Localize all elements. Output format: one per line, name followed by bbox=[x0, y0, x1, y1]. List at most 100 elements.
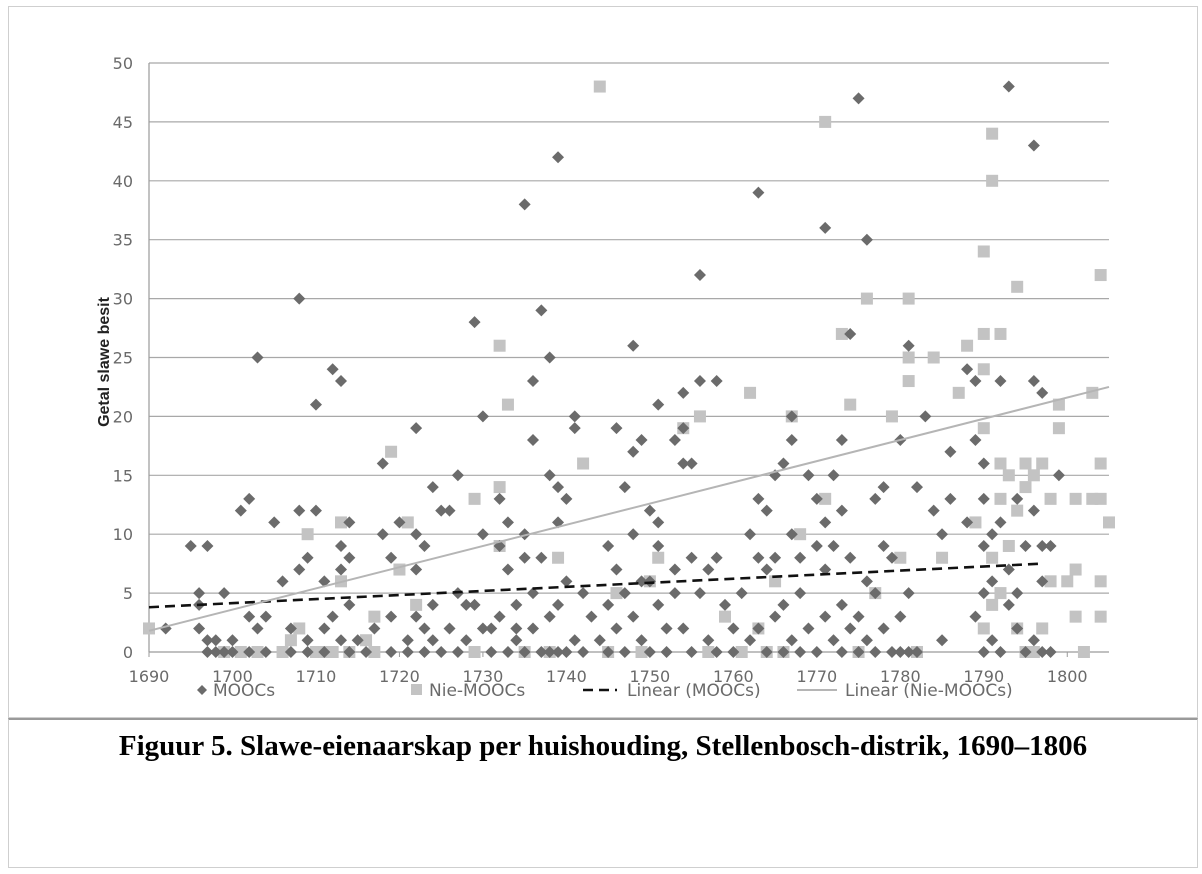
moocs-point bbox=[351, 634, 364, 647]
x-tick-label: 1780 bbox=[880, 667, 921, 686]
x-tick-label: 1770 bbox=[796, 667, 837, 686]
moocs-point bbox=[627, 339, 640, 352]
moocs-point bbox=[702, 563, 715, 576]
moocs-point bbox=[418, 539, 431, 552]
nie-moocs-point bbox=[1011, 504, 1024, 517]
moocs-point bbox=[986, 575, 999, 588]
nie-moocs-point bbox=[1094, 492, 1107, 505]
moocs-point bbox=[710, 375, 723, 388]
moocs-point bbox=[410, 563, 423, 576]
moocs-point bbox=[385, 646, 398, 658]
moocs-point bbox=[794, 551, 807, 564]
moocs-point bbox=[977, 646, 990, 658]
moocs-point bbox=[485, 622, 498, 635]
nie-moocs-point bbox=[961, 339, 974, 352]
moocs-point bbox=[193, 622, 206, 635]
moocs-point bbox=[727, 622, 740, 635]
moocs-point bbox=[593, 634, 606, 647]
moocs-point bbox=[226, 634, 239, 647]
nie-moocs-point bbox=[977, 622, 990, 635]
moocs-point bbox=[560, 646, 573, 658]
moocs-point bbox=[209, 634, 222, 647]
y-tick-label: 40 bbox=[113, 172, 133, 191]
moocs-point bbox=[343, 516, 356, 529]
moocs-point bbox=[727, 646, 740, 658]
moocs-point bbox=[785, 634, 798, 647]
y-tick-label: 0 bbox=[123, 643, 133, 662]
moocs-point bbox=[677, 457, 690, 470]
moocs-point bbox=[760, 563, 773, 576]
tick-labels: 0 5 10 15 20 25 30 35 40 45 50 1690 1700 1710 1720 1730… bbox=[113, 54, 1088, 686]
moocs-point bbox=[1036, 386, 1049, 399]
moocs-point bbox=[652, 516, 665, 529]
moocs-point bbox=[602, 598, 615, 611]
moocs-point bbox=[1052, 469, 1065, 482]
moocs-point bbox=[693, 269, 706, 282]
moocs-point bbox=[543, 351, 556, 364]
moocs-point bbox=[426, 481, 439, 494]
nie-moocs-point bbox=[1036, 622, 1049, 635]
moocs-point bbox=[543, 646, 556, 658]
moocs-point bbox=[451, 646, 464, 658]
nie-moocs-point bbox=[835, 327, 848, 340]
moocs-point bbox=[218, 646, 231, 658]
nie-moocs-point bbox=[927, 351, 940, 364]
moocs-point bbox=[376, 528, 389, 541]
moocs-point bbox=[852, 610, 865, 623]
moocs-point bbox=[552, 151, 565, 164]
moocs-point bbox=[193, 587, 206, 600]
moocs-point bbox=[643, 504, 656, 517]
moocs-point bbox=[769, 551, 782, 564]
moocs-point bbox=[184, 539, 197, 552]
moocs-point bbox=[911, 481, 923, 494]
moocs-point bbox=[677, 422, 690, 435]
moocs-point bbox=[627, 445, 640, 458]
moocs-point bbox=[860, 233, 873, 246]
nie-moocs-point bbox=[769, 575, 782, 588]
x-tick-label: 1720 bbox=[379, 667, 420, 686]
moocs-point bbox=[819, 516, 832, 529]
nie-moocs-point bbox=[1094, 610, 1107, 623]
moocs-point bbox=[844, 551, 857, 564]
moocs-point bbox=[309, 504, 322, 517]
nie-moocs-point bbox=[1094, 575, 1107, 588]
moocs-point bbox=[844, 622, 857, 635]
moocs-point bbox=[936, 528, 949, 541]
moocs-point bbox=[660, 646, 673, 658]
nie-moocs-point bbox=[368, 610, 381, 623]
nie-moocs-point bbox=[652, 551, 665, 564]
moocs-point bbox=[385, 610, 398, 623]
nie-moocs-point bbox=[276, 646, 289, 658]
nie-moocs-point bbox=[994, 327, 1007, 340]
moocs-point bbox=[902, 339, 915, 352]
moocs-point bbox=[610, 622, 623, 635]
moocs-point bbox=[693, 587, 706, 600]
moocs-point bbox=[535, 304, 548, 317]
moocs-point bbox=[510, 634, 523, 647]
nie-moocs-point bbox=[977, 363, 990, 376]
nie-moocs-point bbox=[1069, 610, 1082, 623]
nie-moocs-point bbox=[335, 516, 347, 529]
moocs-point bbox=[685, 457, 698, 470]
moocs-point bbox=[476, 410, 489, 423]
nie-moocs-point bbox=[969, 516, 982, 529]
moocs-point bbox=[335, 634, 347, 647]
moocs-point bbox=[552, 598, 565, 611]
moocs-point bbox=[969, 610, 982, 623]
moocs-point bbox=[911, 646, 923, 658]
moocs-point bbox=[218, 587, 231, 600]
moocs-point bbox=[443, 622, 456, 635]
moocs-point bbox=[301, 551, 314, 564]
moocs-point bbox=[944, 445, 957, 458]
moocs-point bbox=[969, 433, 982, 446]
x-tick-label: 1730 bbox=[463, 667, 504, 686]
moocs-point bbox=[251, 351, 264, 364]
moocs-point bbox=[835, 433, 848, 446]
legend-label: Nie-MOOCs bbox=[429, 681, 525, 701]
moocs-point bbox=[835, 598, 848, 611]
nie-moocs-point bbox=[326, 646, 339, 658]
moocs-point bbox=[518, 646, 531, 658]
nie-moocs-point bbox=[234, 646, 247, 658]
nie-moocs-point bbox=[819, 115, 832, 128]
moocs-point bbox=[961, 363, 974, 376]
